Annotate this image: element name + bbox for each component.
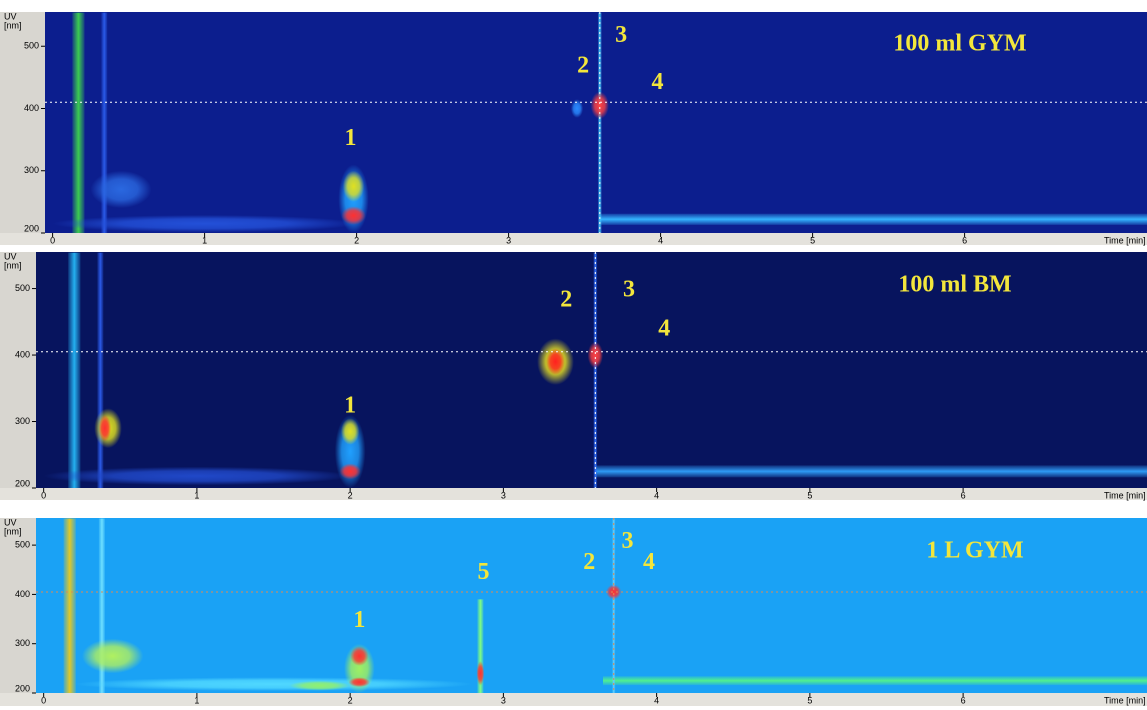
y-axis-label: [nm] <box>4 526 22 536</box>
band <box>595 465 1147 477</box>
band <box>72 13 84 233</box>
peak-label: 2 <box>583 549 595 575</box>
x-axis-strip <box>0 233 1147 245</box>
x-tick-label: 4 <box>654 490 659 500</box>
spot <box>91 171 152 208</box>
spot <box>606 585 621 600</box>
x-axis-strip <box>0 488 1147 500</box>
spot <box>289 681 350 691</box>
peak-label: 3 <box>622 528 634 554</box>
y-axis-label: [nm] <box>4 260 22 270</box>
y-tick-label: 400 <box>24 103 39 113</box>
spot <box>591 92 609 119</box>
y-tick-label: 300 <box>15 416 30 426</box>
panel-title: 100 ml BM <box>898 272 1011 298</box>
x-tick-label: 4 <box>654 695 659 705</box>
x-tick-label: 5 <box>807 695 812 705</box>
y-axis-label: [nm] <box>4 20 22 30</box>
spot <box>341 206 365 225</box>
peak-label: 2 <box>577 52 589 78</box>
x-tick-label: 5 <box>807 490 812 500</box>
peak-label: 4 <box>643 549 655 575</box>
spot <box>477 661 485 686</box>
y-tick-label: 200 <box>24 223 39 233</box>
peak-label: 1 <box>344 392 356 418</box>
y-tick-label: 200 <box>15 683 30 693</box>
peak-label: 4 <box>652 69 664 95</box>
x-tick-label: 6 <box>961 490 966 500</box>
spot <box>339 463 360 479</box>
band <box>603 676 1147 685</box>
x-axis-label: Time [min] <box>1104 490 1146 500</box>
peak-label: 3 <box>623 277 635 303</box>
spot <box>99 415 111 442</box>
band <box>600 214 1147 225</box>
y-tick-label: 500 <box>15 539 30 549</box>
x-tick-label: 0 <box>41 695 46 705</box>
x-tick-label: 5 <box>810 235 815 245</box>
spot <box>349 677 370 687</box>
spot <box>82 639 143 674</box>
x-tick-label: 3 <box>501 695 506 705</box>
peak-label: 2 <box>560 287 572 313</box>
x-axis-strip <box>0 693 1147 706</box>
band <box>97 253 103 488</box>
spot <box>588 342 603 369</box>
x-tick-label: 6 <box>961 695 966 705</box>
y-tick-label: 200 <box>15 478 30 488</box>
x-tick-label: 2 <box>354 235 359 245</box>
x-tick-label: 6 <box>962 235 967 245</box>
x-tick-label: 2 <box>348 695 353 705</box>
spot <box>350 646 368 666</box>
spot <box>341 418 359 445</box>
spot <box>53 215 357 232</box>
x-tick-label: 1 <box>194 490 199 500</box>
y-tick-label: 400 <box>15 349 30 359</box>
chromatogram-figure: 1234100 ml GYM200300400500UV[nm]0123456T… <box>0 0 1147 710</box>
peak-label: 1 <box>345 125 357 151</box>
y-tick-label: 500 <box>24 41 39 51</box>
peak-label: 3 <box>615 22 627 48</box>
spot <box>343 171 364 202</box>
panel-title: 100 ml GYM <box>893 31 1026 57</box>
y-tick-label: 300 <box>15 638 30 648</box>
x-tick-label: 3 <box>501 490 506 500</box>
x-tick-label: 3 <box>506 235 511 245</box>
spot <box>74 677 472 691</box>
x-tick-label: 0 <box>41 490 46 500</box>
spot <box>546 348 564 375</box>
x-axis-label: Time [min] <box>1104 695 1146 705</box>
y-tick-label: 400 <box>15 589 30 599</box>
x-tick-label: 1 <box>202 235 207 245</box>
peak-label: 4 <box>658 315 670 341</box>
y-tick-label: 500 <box>15 283 30 293</box>
band <box>64 518 76 693</box>
y-tick-label: 300 <box>24 165 39 175</box>
x-tick-label: 0 <box>50 235 55 245</box>
x-tick-label: 1 <box>194 695 199 705</box>
x-axis-label: Time [min] <box>1104 235 1146 245</box>
band <box>68 253 80 488</box>
spot <box>44 467 350 486</box>
x-tick-label: 2 <box>348 490 353 500</box>
panel-title: 1 L GYM <box>926 538 1023 564</box>
peak-label: 1 <box>353 607 365 633</box>
peak-label: 5 <box>477 559 489 585</box>
x-tick-label: 4 <box>658 235 663 245</box>
